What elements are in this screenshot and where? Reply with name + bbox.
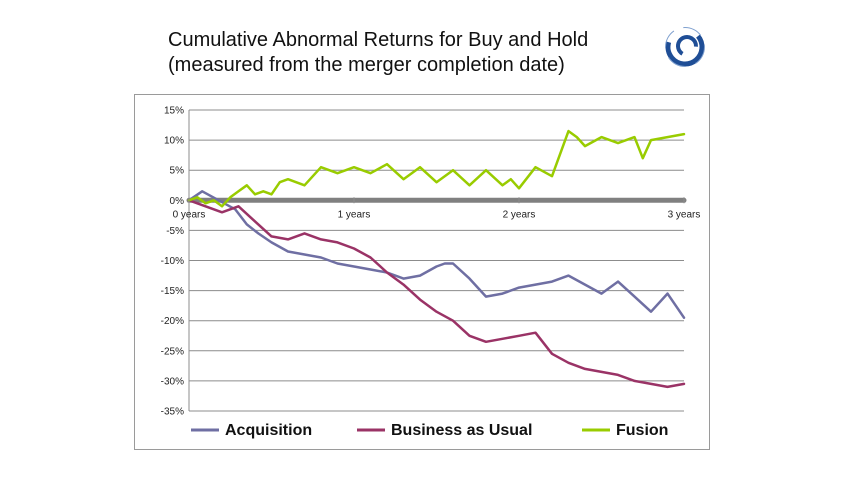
series-line-business-as-usual [187,199,686,389]
legend: Acquisition Business as Usual Fusion [191,422,668,439]
y-tick-label: -20% [161,316,184,327]
y-tick-label: -10% [161,256,184,267]
y-axis-ticks: 15% 10% 5% 0% -5% -10% -15% -20% -25% -30% -35% [161,106,184,418]
y-tick-label: -25% [161,346,184,357]
x-axis-ticks: 0 years 1 years 2 years 3 years [173,197,701,220]
legend-label: Acquisition [225,422,312,439]
title-line-1: Cumulative Abnormal Returns for Buy and … [168,29,589,51]
x-tick-label: 3 years [668,209,701,220]
gridlines [188,109,684,412]
series-line-fusion [187,129,686,208]
chart-area: 15% 10% 5% 0% -5% -10% -15% -20% -25% -30% -35% 0 … [134,94,710,450]
y-tick-label: 0% [170,196,185,207]
title-line-2: (measured from the merger completion dat… [168,54,565,76]
y-tick-label: -5% [166,226,184,237]
x-tick-label: 1 years [338,209,371,220]
y-tick-label: 15% [164,106,184,117]
legend-label: Business as Usual [391,422,532,439]
legend-item-fusion: Fusion [582,422,668,439]
legend-item-acquisition: Acquisition [191,422,312,439]
swirl-logo-icon [665,27,705,67]
slide-title: Cumulative Abnormal Returns for Buy and … [168,28,588,78]
y-tick-label: 5% [170,166,185,177]
y-tick-label: 10% [164,136,184,147]
x-tick-label: 0 years [173,209,206,220]
line-chart: 15% 10% 5% 0% -5% -10% -15% -20% -25% -30% -35% 0 … [161,106,701,440]
x-tick-label: 2 years [503,209,536,220]
y-tick-label: -30% [161,376,184,387]
series-lines [186,129,687,389]
y-tick-label: -15% [161,286,184,297]
legend-item-business-as-usual: Business as Usual [357,422,532,439]
y-tick-label: -35% [161,407,184,418]
legend-label: Fusion [616,422,668,439]
series-line-acquisition [187,190,686,319]
